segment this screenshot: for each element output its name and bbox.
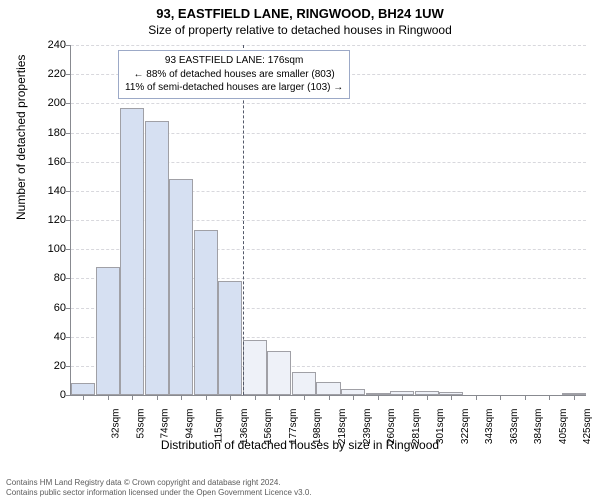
histogram-bar	[267, 351, 291, 395]
chart-subtitle: Size of property relative to detached ho…	[0, 21, 600, 37]
y-tick-label: 20	[26, 360, 66, 372]
y-tick-label: 40	[26, 331, 66, 343]
histogram-bar	[71, 383, 95, 395]
y-tick-mark	[66, 249, 71, 250]
x-tick-mark	[279, 395, 280, 400]
histogram-bar	[96, 267, 120, 395]
y-tick-mark	[66, 162, 71, 163]
y-tick-mark	[66, 45, 71, 46]
annotation-line: 93 EASTFIELD LANE: 176sqm	[125, 54, 343, 68]
histogram-bar	[292, 372, 316, 395]
histogram-bar	[145, 121, 169, 395]
y-tick-label: 240	[26, 39, 66, 51]
y-tick-label: 140	[26, 185, 66, 197]
x-tick-mark	[427, 395, 428, 400]
y-tick-label: 220	[26, 68, 66, 80]
x-tick-mark	[83, 395, 84, 400]
y-tick-mark	[66, 366, 71, 367]
y-tick-label: 0	[26, 389, 66, 401]
footer-line-1: Contains HM Land Registry data © Crown c…	[6, 478, 600, 488]
attribution-footer: Contains HM Land Registry data © Crown c…	[0, 478, 600, 498]
x-tick-label: 32sqm	[111, 409, 122, 439]
histogram-bar	[169, 179, 193, 395]
x-tick-mark	[304, 395, 305, 400]
x-tick-mark	[378, 395, 379, 400]
y-tick-label: 60	[26, 302, 66, 314]
y-tick-mark	[66, 103, 71, 104]
histogram-bar	[218, 281, 242, 395]
histogram-bar	[316, 382, 340, 395]
y-tick-label: 160	[26, 156, 66, 168]
x-tick-mark	[108, 395, 109, 400]
x-tick-label: 74sqm	[160, 409, 171, 439]
x-tick-mark	[132, 395, 133, 400]
x-axis-label: Distribution of detached houses by size …	[0, 438, 600, 452]
x-tick-mark	[451, 395, 452, 400]
gridline	[71, 45, 586, 46]
y-tick-mark	[66, 74, 71, 75]
x-tick-mark	[549, 395, 550, 400]
y-tick-label: 100	[26, 243, 66, 255]
x-tick-mark	[157, 395, 158, 400]
x-tick-mark	[329, 395, 330, 400]
x-tick-mark	[230, 395, 231, 400]
x-tick-mark	[206, 395, 207, 400]
x-tick-mark	[525, 395, 526, 400]
footer-line-2: Contains public sector information licen…	[6, 488, 600, 498]
y-tick-label: 200	[26, 97, 66, 109]
histogram-bar	[194, 230, 218, 395]
x-tick-mark	[476, 395, 477, 400]
x-tick-mark	[574, 395, 575, 400]
histogram-bar	[243, 340, 267, 395]
y-tick-mark	[66, 133, 71, 134]
x-tick-mark	[181, 395, 182, 400]
y-tick-mark	[66, 191, 71, 192]
y-tick-mark	[66, 220, 71, 221]
gridline	[71, 103, 586, 104]
x-tick-label: 53sqm	[135, 409, 146, 439]
x-tick-mark	[500, 395, 501, 400]
y-tick-label: 180	[26, 127, 66, 139]
y-tick-label: 120	[26, 214, 66, 226]
y-tick-mark	[66, 395, 71, 396]
y-tick-label: 80	[26, 272, 66, 284]
x-tick-mark	[255, 395, 256, 400]
histogram-bar	[120, 108, 144, 395]
annotation-line: 11% of semi-detached houses are larger (…	[125, 81, 343, 95]
chart-title: 93, EASTFIELD LANE, RINGWOOD, BH24 1UW	[0, 0, 600, 21]
x-tick-mark	[353, 395, 354, 400]
annotation-box: 93 EASTFIELD LANE: 176sqm← 88% of detach…	[118, 50, 350, 99]
annotation-line: ← 88% of detached houses are smaller (80…	[125, 68, 343, 82]
x-tick-label: 94sqm	[184, 409, 195, 439]
y-tick-mark	[66, 337, 71, 338]
y-tick-mark	[66, 308, 71, 309]
y-tick-mark	[66, 278, 71, 279]
x-tick-mark	[402, 395, 403, 400]
